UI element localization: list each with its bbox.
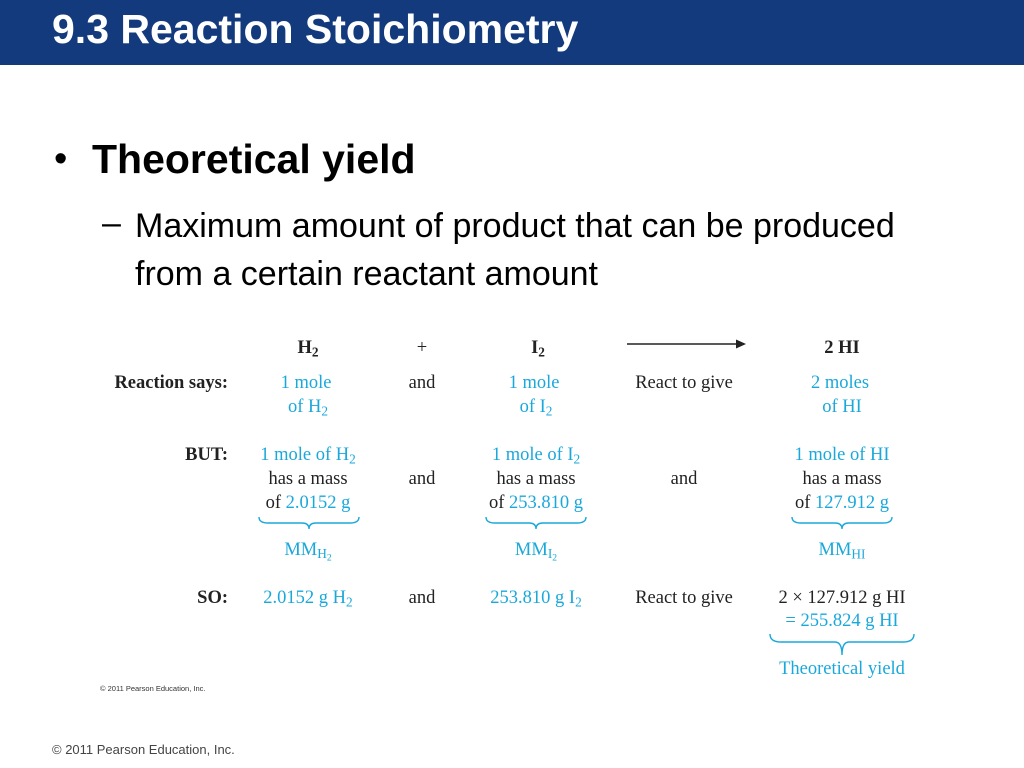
row-label-so: SO: <box>197 588 228 608</box>
but-i2-line1: 1 mole of I2 <box>491 445 581 467</box>
slide-footer: © 2011 Pearson Education, Inc. <box>52 742 235 757</box>
reaction-h2-line2: of H2 <box>287 397 329 419</box>
reaction-hi-line2: of HI <box>822 397 862 417</box>
but-h2-mm: MMH2 <box>284 540 332 564</box>
but-hi-line3: of 127.912 g <box>794 493 890 513</box>
but-i2-line2: has a mass <box>496 469 576 489</box>
reaction-h2-line1: 1 mole <box>280 373 332 393</box>
header-product: 2 HI <box>824 338 860 358</box>
reaction-i2-line1: 1 mole <box>508 373 560 393</box>
figure-credit: © 2011 Pearson Education, Inc. <box>100 684 206 693</box>
header-plus: + <box>416 338 428 358</box>
header-h2: H2 <box>297 338 319 360</box>
but-h2-line2: has a mass <box>268 469 348 489</box>
so-hi-line1: 2 × 127.912 g HI <box>778 588 906 608</box>
reaction-verb: React to give <box>635 373 733 393</box>
sub-bullet-text: Maximum amount of product that can be pr… <box>135 207 895 293</box>
but-i2-mm: MMI2 <box>514 540 558 564</box>
reaction-i2-line2: of I2 <box>519 397 553 419</box>
but-hi-mm: MMHI <box>818 540 866 562</box>
bullet-marker: • <box>54 138 68 180</box>
bullet-text: Theoretical yield <box>92 136 416 182</box>
i2-brace-icon <box>485 516 587 530</box>
so-and: and <box>408 588 436 608</box>
so-i2-value: 253.810 g I2 <box>490 588 582 610</box>
hi-brace-icon <box>791 516 893 530</box>
h2-brace-icon <box>258 516 360 530</box>
title-bar: 9.3 Reaction Stoichiometry <box>0 0 1024 65</box>
but-i2-line3: of 253.810 g <box>488 493 584 513</box>
but-and-1: and <box>408 469 436 489</box>
so-hi-theoretical-yield: Theoretical yield <box>779 659 905 679</box>
so-verb: React to give <box>635 588 733 608</box>
reaction-arrow-icon <box>627 339 746 349</box>
theoretical-yield-brace-icon <box>769 633 915 656</box>
slide-title: 9.3 Reaction Stoichiometry <box>52 6 579 52</box>
but-hi-line1: 1 mole of HI <box>794 445 890 465</box>
so-h2-value: 2.0152 g H2 <box>263 588 353 610</box>
but-hi-line2: has a mass <box>802 469 882 489</box>
but-and-2: and <box>670 469 698 489</box>
reaction-hi-line1: 2 moles <box>810 373 870 393</box>
reaction-and: and <box>408 373 436 393</box>
but-h2-line3: of 2.0152 g <box>265 493 351 513</box>
header-i2: I2 <box>531 338 545 360</box>
row-label-reaction: Reaction says: <box>114 373 228 393</box>
but-h2-line1: 1 mole of H2 <box>260 445 356 467</box>
row-label-but: BUT: <box>185 445 228 465</box>
so-hi-line2: = 255.824 g HI <box>785 611 899 631</box>
sub-bullet-dash: – <box>102 204 121 242</box>
